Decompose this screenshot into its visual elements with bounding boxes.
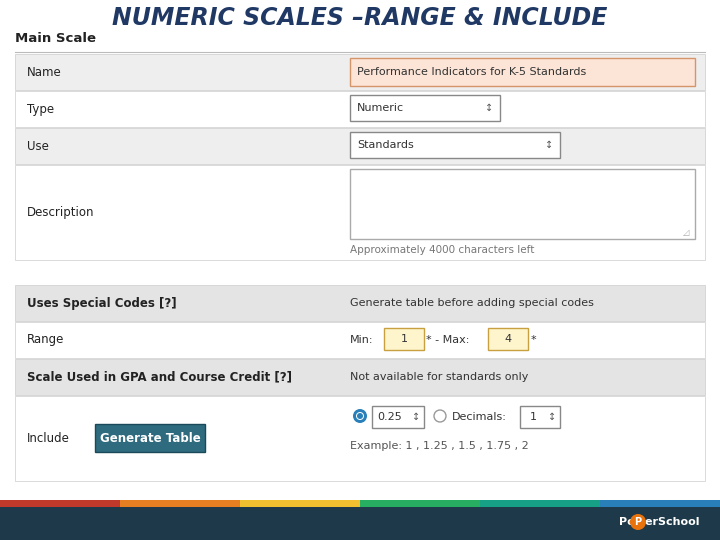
- Text: P: P: [634, 517, 642, 527]
- Text: * - Max:: * - Max:: [426, 335, 469, 345]
- Bar: [15, 54, 705, 90]
- Text: Example: 1 , 1.25 , 1.5 , 1.75 , 2: Example: 1 , 1.25 , 1.5 , 1.75 , 2: [350, 441, 528, 451]
- Bar: [480, 500, 600, 507]
- Text: 1: 1: [400, 334, 408, 344]
- Bar: [240, 500, 360, 507]
- Bar: [372, 406, 424, 428]
- Bar: [15, 396, 705, 481]
- Text: Description: Description: [27, 206, 94, 219]
- Text: 4: 4: [505, 334, 512, 344]
- Text: Name: Name: [27, 65, 62, 78]
- Bar: [15, 285, 705, 321]
- Text: Generate Table: Generate Table: [99, 431, 200, 444]
- Text: 1: 1: [530, 412, 537, 422]
- Bar: [15, 322, 705, 358]
- Circle shape: [356, 412, 364, 420]
- Text: ↕: ↕: [412, 412, 420, 422]
- Bar: [350, 169, 695, 239]
- Text: NUMERIC SCALES –RANGE & INCLUDE: NUMERIC SCALES –RANGE & INCLUDE: [112, 6, 608, 30]
- Text: Range: Range: [27, 334, 64, 347]
- Bar: [520, 406, 560, 428]
- Circle shape: [434, 410, 446, 422]
- Text: Uses Special Codes [?]: Uses Special Codes [?]: [27, 296, 176, 309]
- Text: Numeric: Numeric: [357, 103, 404, 113]
- Text: ↕: ↕: [485, 103, 493, 113]
- Text: Standards: Standards: [357, 140, 414, 150]
- Text: Main Scale: Main Scale: [15, 32, 96, 45]
- Text: Performance Indicators for K-5 Standards: Performance Indicators for K-5 Standards: [357, 67, 586, 77]
- Text: Decimals:: Decimals:: [452, 412, 507, 422]
- Bar: [0, 500, 120, 507]
- Bar: [15, 359, 705, 395]
- Text: Min:: Min:: [350, 335, 374, 345]
- Bar: [15, 165, 705, 260]
- Text: ↕: ↕: [545, 140, 553, 150]
- Circle shape: [630, 514, 646, 530]
- Bar: [384, 328, 424, 350]
- Text: Scale Used in GPA and Course Credit [?]: Scale Used in GPA and Course Credit [?]: [27, 370, 292, 383]
- Bar: [350, 95, 500, 121]
- Text: Type: Type: [27, 103, 54, 116]
- Text: Not available for standards only: Not available for standards only: [350, 372, 528, 382]
- Text: PowerSchool: PowerSchool: [619, 517, 700, 527]
- Text: *: *: [531, 335, 536, 345]
- Circle shape: [353, 409, 367, 423]
- Bar: [360, 500, 480, 507]
- Text: 0.25: 0.25: [377, 412, 402, 422]
- Bar: [15, 91, 705, 127]
- Bar: [350, 132, 560, 158]
- Text: Generate table before adding special codes: Generate table before adding special cod…: [350, 298, 594, 308]
- Bar: [600, 500, 720, 507]
- Text: Include: Include: [27, 432, 70, 445]
- Text: Approximately 4000 characters left: Approximately 4000 characters left: [350, 245, 534, 255]
- Bar: [120, 500, 240, 507]
- Bar: [0, 503, 720, 540]
- Bar: [95, 424, 205, 452]
- Text: ↕: ↕: [548, 412, 556, 422]
- Circle shape: [357, 413, 363, 419]
- Bar: [350, 58, 695, 86]
- Text: ◿: ◿: [683, 228, 689, 237]
- Bar: [15, 128, 705, 164]
- Bar: [488, 328, 528, 350]
- Text: Use: Use: [27, 139, 49, 152]
